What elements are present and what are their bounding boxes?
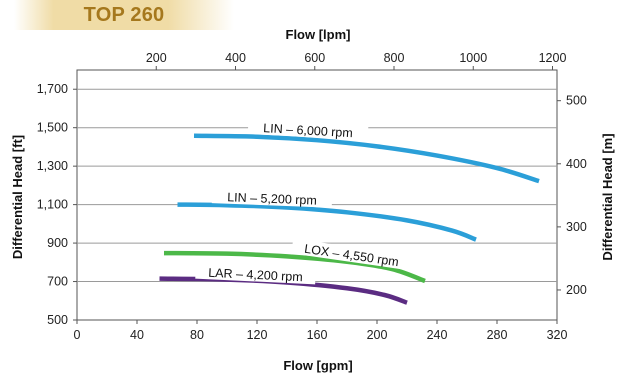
- x-top-tick-label: 800: [384, 51, 405, 65]
- x-bottom-tick-label: 80: [190, 328, 204, 342]
- series-line: [163, 250, 426, 284]
- x-bottom-tick-label: 160: [307, 328, 328, 342]
- y-right-tick-label: 400: [566, 157, 587, 171]
- x-bottom-tick-label: 240: [427, 328, 448, 342]
- x-bottom-tick-label: 120: [247, 328, 268, 342]
- x-bottom-tick-label: 40: [130, 328, 144, 342]
- y-left-tick-label: 1,300: [37, 159, 68, 173]
- y-left-tick-label: 1,100: [37, 198, 68, 212]
- series-label-bg: [195, 263, 316, 285]
- x-bottom-tick-label: 320: [547, 328, 568, 342]
- series-label: LIN – 6,000 rpm: [263, 121, 353, 140]
- y-right-tick-label: 200: [566, 283, 587, 297]
- x-top-tick-label: 1000: [459, 51, 487, 65]
- y-left-tick-label: 1,700: [37, 82, 68, 96]
- y-right-tick-label: 300: [566, 220, 587, 234]
- title-banner: TOP 260: [14, 0, 234, 30]
- series-label-bg: [211, 188, 333, 208]
- x-top-axis-title: Flow [lpm]: [286, 27, 351, 42]
- x-bottom-tick-label: 200: [367, 328, 388, 342]
- y-right-axis-title: Differential Head [m]: [600, 133, 615, 260]
- series-label-group: LAR – 4,200 rpm: [195, 263, 316, 285]
- y-left-tick-label: 500: [47, 313, 68, 327]
- series-label-group: LIN – 5,200 rpm: [211, 188, 333, 208]
- x-top-tick-label: 1200: [539, 51, 567, 65]
- x-bottom-tick-label: 0: [74, 328, 81, 342]
- y-left-tick-label: 900: [47, 236, 68, 250]
- x-top-tick-label: 600: [304, 51, 325, 65]
- y-left-tick-label: 700: [47, 275, 68, 289]
- ticks: 500 700 900 1,100 1,300 1,500 1,700 0 40 80 120 160…: [37, 51, 587, 342]
- x-bottom-axis-title: Flow [gpm]: [283, 358, 352, 373]
- x-top-tick-label: 400: [225, 51, 246, 65]
- series-label-bg: [291, 238, 413, 271]
- y-left-tick-label: 1,500: [37, 121, 68, 135]
- series-line: [193, 133, 540, 184]
- y-right-tick-label: 500: [566, 94, 587, 108]
- series-label-group: LIN – 6,000 rpm: [247, 118, 369, 141]
- x-top-tick-label: 200: [146, 51, 167, 65]
- banner-label: TOP 260: [83, 4, 165, 26]
- series-label: LAR – 4,200 rpm: [208, 266, 303, 285]
- series-line: [177, 202, 477, 242]
- x-bottom-tick-label: 280: [487, 328, 508, 342]
- y-left-axis-title: Differential Head [ft]: [10, 135, 25, 259]
- series-label-bg: [247, 118, 369, 141]
- series-label: LIN – 5,200 rpm: [227, 190, 317, 207]
